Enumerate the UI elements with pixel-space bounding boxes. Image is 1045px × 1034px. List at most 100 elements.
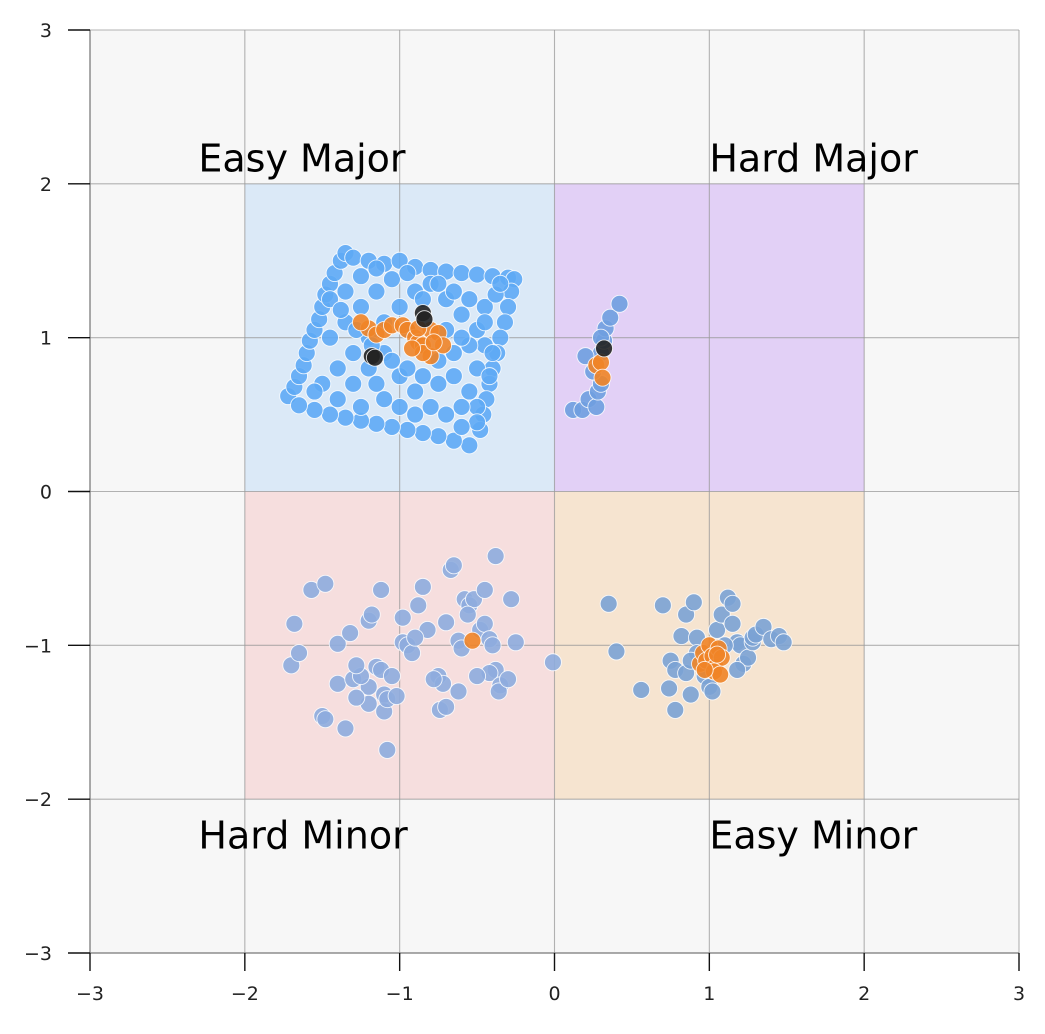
data-point <box>728 660 747 679</box>
data-point <box>367 282 386 301</box>
data-point <box>468 667 487 686</box>
data-point <box>660 679 679 698</box>
data-point <box>452 328 471 347</box>
data-point <box>437 613 456 632</box>
data-point <box>305 382 324 401</box>
x-tick-label: −3 <box>76 983 104 1005</box>
series-5 <box>362 304 613 367</box>
region-label: Hard Minor <box>198 813 408 857</box>
data-point <box>403 644 422 662</box>
x-tick-label: 2 <box>858 983 870 1005</box>
data-point <box>502 590 521 609</box>
data-point <box>593 368 612 387</box>
data-point <box>336 408 355 427</box>
y-tick-label: −3 <box>24 943 52 965</box>
data-point <box>406 382 425 401</box>
data-point <box>328 634 347 653</box>
data-point <box>429 427 448 446</box>
data-point <box>347 688 366 707</box>
data-point <box>321 328 339 347</box>
data-point <box>491 274 510 293</box>
data-point <box>421 397 440 416</box>
data-point <box>331 301 350 319</box>
data-point <box>601 308 620 327</box>
data-point <box>328 359 347 378</box>
data-point <box>452 397 471 416</box>
data-point <box>424 670 443 689</box>
data-point <box>449 682 468 701</box>
data-point <box>290 644 308 662</box>
data-point <box>723 614 742 633</box>
y-tick-label: −2 <box>24 789 52 811</box>
data-point <box>544 653 562 672</box>
data-point <box>398 421 417 439</box>
data-point <box>489 682 508 701</box>
data-point <box>703 682 722 701</box>
data-point <box>316 574 335 593</box>
data-point <box>305 401 324 419</box>
data-point <box>328 674 347 693</box>
data-point <box>372 581 391 599</box>
data-point <box>460 436 479 455</box>
data-point <box>413 577 432 596</box>
data-point <box>328 390 347 409</box>
data-point <box>506 633 525 652</box>
data-point <box>406 405 425 424</box>
x-tick-label: −2 <box>231 983 259 1005</box>
data-point <box>390 297 409 316</box>
data-point <box>458 605 477 624</box>
data-point <box>444 282 463 301</box>
y-tick-label: 2 <box>40 174 52 196</box>
data-point <box>483 344 502 362</box>
data-point <box>344 344 363 362</box>
y-tick-label: −1 <box>24 635 52 657</box>
data-point <box>413 367 432 386</box>
data-point <box>684 593 703 612</box>
data-point <box>344 374 363 393</box>
data-point <box>429 274 448 293</box>
data-point <box>352 397 370 416</box>
data-point <box>382 270 401 289</box>
data-point <box>496 313 514 332</box>
data-point <box>406 628 425 647</box>
data-point <box>595 339 613 358</box>
region-label: Easy Major <box>198 137 406 181</box>
y-tick-label: 0 <box>40 482 52 504</box>
data-point <box>452 417 471 436</box>
series-0 <box>279 244 524 455</box>
data-point <box>429 374 448 393</box>
data-point <box>499 670 517 689</box>
data-point <box>599 594 618 613</box>
data-point <box>390 397 409 416</box>
data-point <box>666 700 685 719</box>
data-point <box>632 680 651 699</box>
data-point <box>672 627 691 646</box>
data-point <box>460 382 479 401</box>
y-tick-label: 3 <box>40 20 52 42</box>
data-point <box>468 413 487 432</box>
data-point <box>413 424 432 442</box>
data-point <box>587 397 606 416</box>
data-point <box>347 656 366 675</box>
data-point <box>321 290 339 309</box>
data-point <box>321 405 339 424</box>
region-label: Easy Minor <box>709 813 917 857</box>
data-point <box>491 328 510 347</box>
data-point <box>475 581 494 599</box>
data-point <box>367 414 386 433</box>
data-point <box>290 396 308 415</box>
region-label: Hard Major <box>709 137 918 181</box>
data-point <box>444 556 463 575</box>
data-point <box>398 264 417 283</box>
x-tick-label: −1 <box>386 983 414 1005</box>
data-point <box>607 642 626 661</box>
data-point <box>375 390 394 409</box>
data-point <box>378 740 397 759</box>
data-point <box>415 310 434 329</box>
data-point <box>452 264 471 283</box>
data-point <box>475 614 494 633</box>
data-point <box>708 645 727 664</box>
data-point <box>499 297 517 316</box>
